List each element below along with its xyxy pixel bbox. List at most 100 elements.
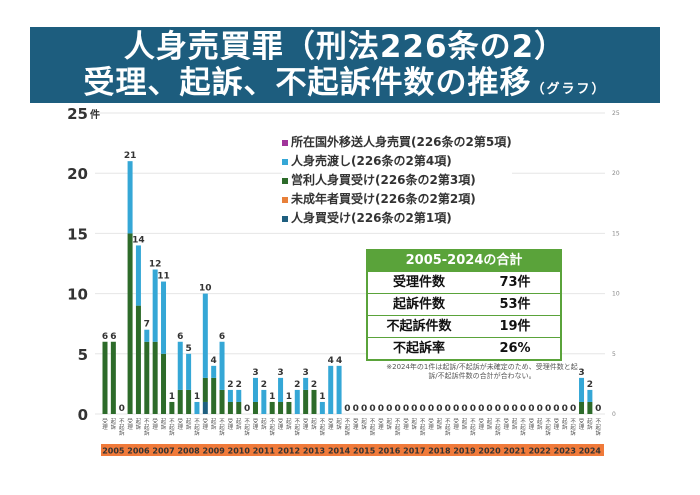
category-label-char: 訴 xyxy=(311,423,317,431)
data-label: 0 xyxy=(570,404,576,414)
category-label-char: 受 xyxy=(253,417,259,425)
category-label-char: 起 xyxy=(136,418,142,425)
bar-segment xyxy=(587,389,593,402)
data-label: 2 xyxy=(227,380,233,390)
category-label-char: 起 xyxy=(311,418,317,425)
y2-tick-label: 10 xyxy=(612,291,620,298)
category-label-char: 不 xyxy=(269,418,275,425)
category-label-char: 訴 xyxy=(462,423,468,431)
category-label-char: 不 xyxy=(595,418,601,425)
category-label-char: 受 xyxy=(554,417,560,425)
data-label: 0 xyxy=(244,404,250,414)
category-label-char: 起 xyxy=(520,424,526,431)
category-label-char: 受 xyxy=(177,417,183,425)
data-label: 6 xyxy=(102,332,108,342)
year-label: 2013 xyxy=(303,447,325,456)
category-label-char: 訴 xyxy=(562,423,568,431)
data-label: 1 xyxy=(286,392,292,402)
data-label: 4 xyxy=(328,356,334,366)
summary-label: 起訴件数 xyxy=(392,297,445,312)
y-tick-label: 20 xyxy=(67,165,88,183)
data-label: 2 xyxy=(236,380,242,390)
category-label-char: 訴 xyxy=(412,423,418,431)
category-label-char: 受 xyxy=(579,417,585,425)
category-label-char: 起 xyxy=(286,418,292,425)
legend-swatch xyxy=(282,196,288,203)
category-label-char: 理 xyxy=(403,424,409,431)
category-label-char: 不 xyxy=(320,418,326,425)
bar-segment xyxy=(211,365,217,378)
category-label-char: 理 xyxy=(152,424,158,431)
legend-label: 所在国外移送人身売買(226条の2第5項) xyxy=(291,135,512,149)
summary-value: 19件 xyxy=(499,319,531,334)
bar-segment xyxy=(135,305,141,414)
data-label: 0 xyxy=(495,404,501,414)
bar-segment xyxy=(336,365,342,414)
category-label-char: 受 xyxy=(228,417,234,425)
summary-value: 73件 xyxy=(499,275,531,290)
data-label: 0 xyxy=(470,404,476,414)
category-label-char: 訴 xyxy=(194,429,200,437)
data-label: 3 xyxy=(277,368,283,378)
year-band xyxy=(101,444,604,456)
year-label: 2021 xyxy=(504,447,527,456)
category-label-char: 訴 xyxy=(186,423,192,431)
data-label: 0 xyxy=(595,404,601,414)
category-label-char: 起 xyxy=(144,424,150,431)
bar-segment xyxy=(579,401,585,414)
category-label-char: 起 xyxy=(437,418,443,425)
title-line2-text: 受理、起訴、不起訴件数の推移 xyxy=(83,65,532,101)
bar-segment xyxy=(286,401,292,414)
category-label-char: 理 xyxy=(253,424,259,431)
category-label-char: 受 xyxy=(428,417,434,425)
bar-segment xyxy=(144,341,150,414)
category-label-char: 訴 xyxy=(286,423,292,431)
category-label-char: 起 xyxy=(512,418,518,425)
bar-segment xyxy=(328,365,334,414)
bar-segment xyxy=(587,401,593,414)
data-label: 0 xyxy=(436,404,442,414)
bar-segment xyxy=(169,401,175,414)
year-label: 2005 xyxy=(102,447,125,456)
category-label-char: 不 xyxy=(244,418,250,425)
category-label-char: 起 xyxy=(361,418,367,425)
year-label: 2016 xyxy=(378,447,401,456)
category-label-char: 訴 xyxy=(487,423,493,431)
data-label: 3 xyxy=(252,368,258,378)
data-label: 2 xyxy=(311,380,317,390)
bar-segment xyxy=(227,401,233,414)
year-label: 2023 xyxy=(554,447,576,456)
bar-segment xyxy=(202,293,208,378)
y2-tick-label: 20 xyxy=(612,170,620,177)
year-label: 2011 xyxy=(253,447,276,456)
year-label: 2012 xyxy=(278,447,300,456)
y-tick-label: 10 xyxy=(67,286,88,304)
category-label-char: 訴 xyxy=(386,423,392,431)
summary-header: 2005-2024の合計 xyxy=(368,251,560,271)
year-label: 2019 xyxy=(453,447,476,456)
category-label-char: 起 xyxy=(487,418,493,425)
category-label-char: 訴 xyxy=(587,423,593,431)
year-label: 2008 xyxy=(177,447,200,456)
category-label-char: 起 xyxy=(495,424,501,431)
category-label-char: 起 xyxy=(537,418,543,425)
y2-tick-label: 5 xyxy=(612,351,616,358)
data-label: 0 xyxy=(445,404,451,414)
data-label: 0 xyxy=(520,404,526,414)
year-label: 2020 xyxy=(478,447,501,456)
category-label-char: 訴 xyxy=(169,429,175,437)
bar-segment xyxy=(186,353,192,390)
category-label-char: 不 xyxy=(470,418,476,425)
category-label-char: 訴 xyxy=(420,429,426,437)
data-label: 0 xyxy=(353,404,359,414)
data-label: 1 xyxy=(319,392,325,402)
data-label: 0 xyxy=(378,404,384,414)
category-label-char: 訴 xyxy=(545,429,551,437)
category-label-char: 訴 xyxy=(445,429,451,437)
category-label-char: 理 xyxy=(428,424,434,431)
category-label-char: 不 xyxy=(520,418,526,425)
year-label: 2009 xyxy=(203,447,226,456)
bar-segment xyxy=(186,389,192,414)
